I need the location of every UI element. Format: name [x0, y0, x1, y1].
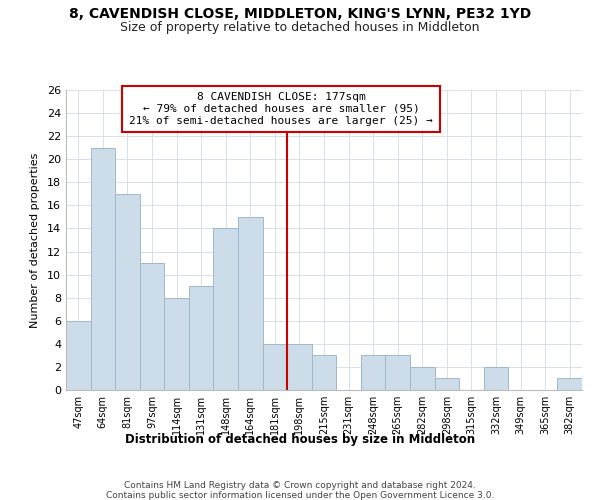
- Text: Contains HM Land Registry data © Crown copyright and database right 2024.: Contains HM Land Registry data © Crown c…: [124, 481, 476, 490]
- Bar: [189, 286, 214, 390]
- Bar: [238, 217, 263, 390]
- Bar: [557, 378, 582, 390]
- Bar: [263, 344, 287, 390]
- Bar: [484, 367, 508, 390]
- Bar: [164, 298, 189, 390]
- Bar: [115, 194, 140, 390]
- Text: 8, CAVENDISH CLOSE, MIDDLETON, KING'S LYNN, PE32 1YD: 8, CAVENDISH CLOSE, MIDDLETON, KING'S LY…: [69, 8, 531, 22]
- Bar: [140, 263, 164, 390]
- Bar: [312, 356, 336, 390]
- Text: Contains public sector information licensed under the Open Government Licence 3.: Contains public sector information licen…: [106, 491, 494, 500]
- Text: Distribution of detached houses by size in Middleton: Distribution of detached houses by size …: [125, 432, 475, 446]
- Y-axis label: Number of detached properties: Number of detached properties: [30, 152, 40, 328]
- Bar: [434, 378, 459, 390]
- Bar: [410, 367, 434, 390]
- Bar: [287, 344, 312, 390]
- Bar: [361, 356, 385, 390]
- Bar: [91, 148, 115, 390]
- Text: 8 CAVENDISH CLOSE: 177sqm
← 79% of detached houses are smaller (95)
21% of semi-: 8 CAVENDISH CLOSE: 177sqm ← 79% of detac…: [129, 92, 433, 126]
- Bar: [385, 356, 410, 390]
- Bar: [214, 228, 238, 390]
- Bar: [66, 321, 91, 390]
- Text: Size of property relative to detached houses in Middleton: Size of property relative to detached ho…: [120, 21, 480, 34]
